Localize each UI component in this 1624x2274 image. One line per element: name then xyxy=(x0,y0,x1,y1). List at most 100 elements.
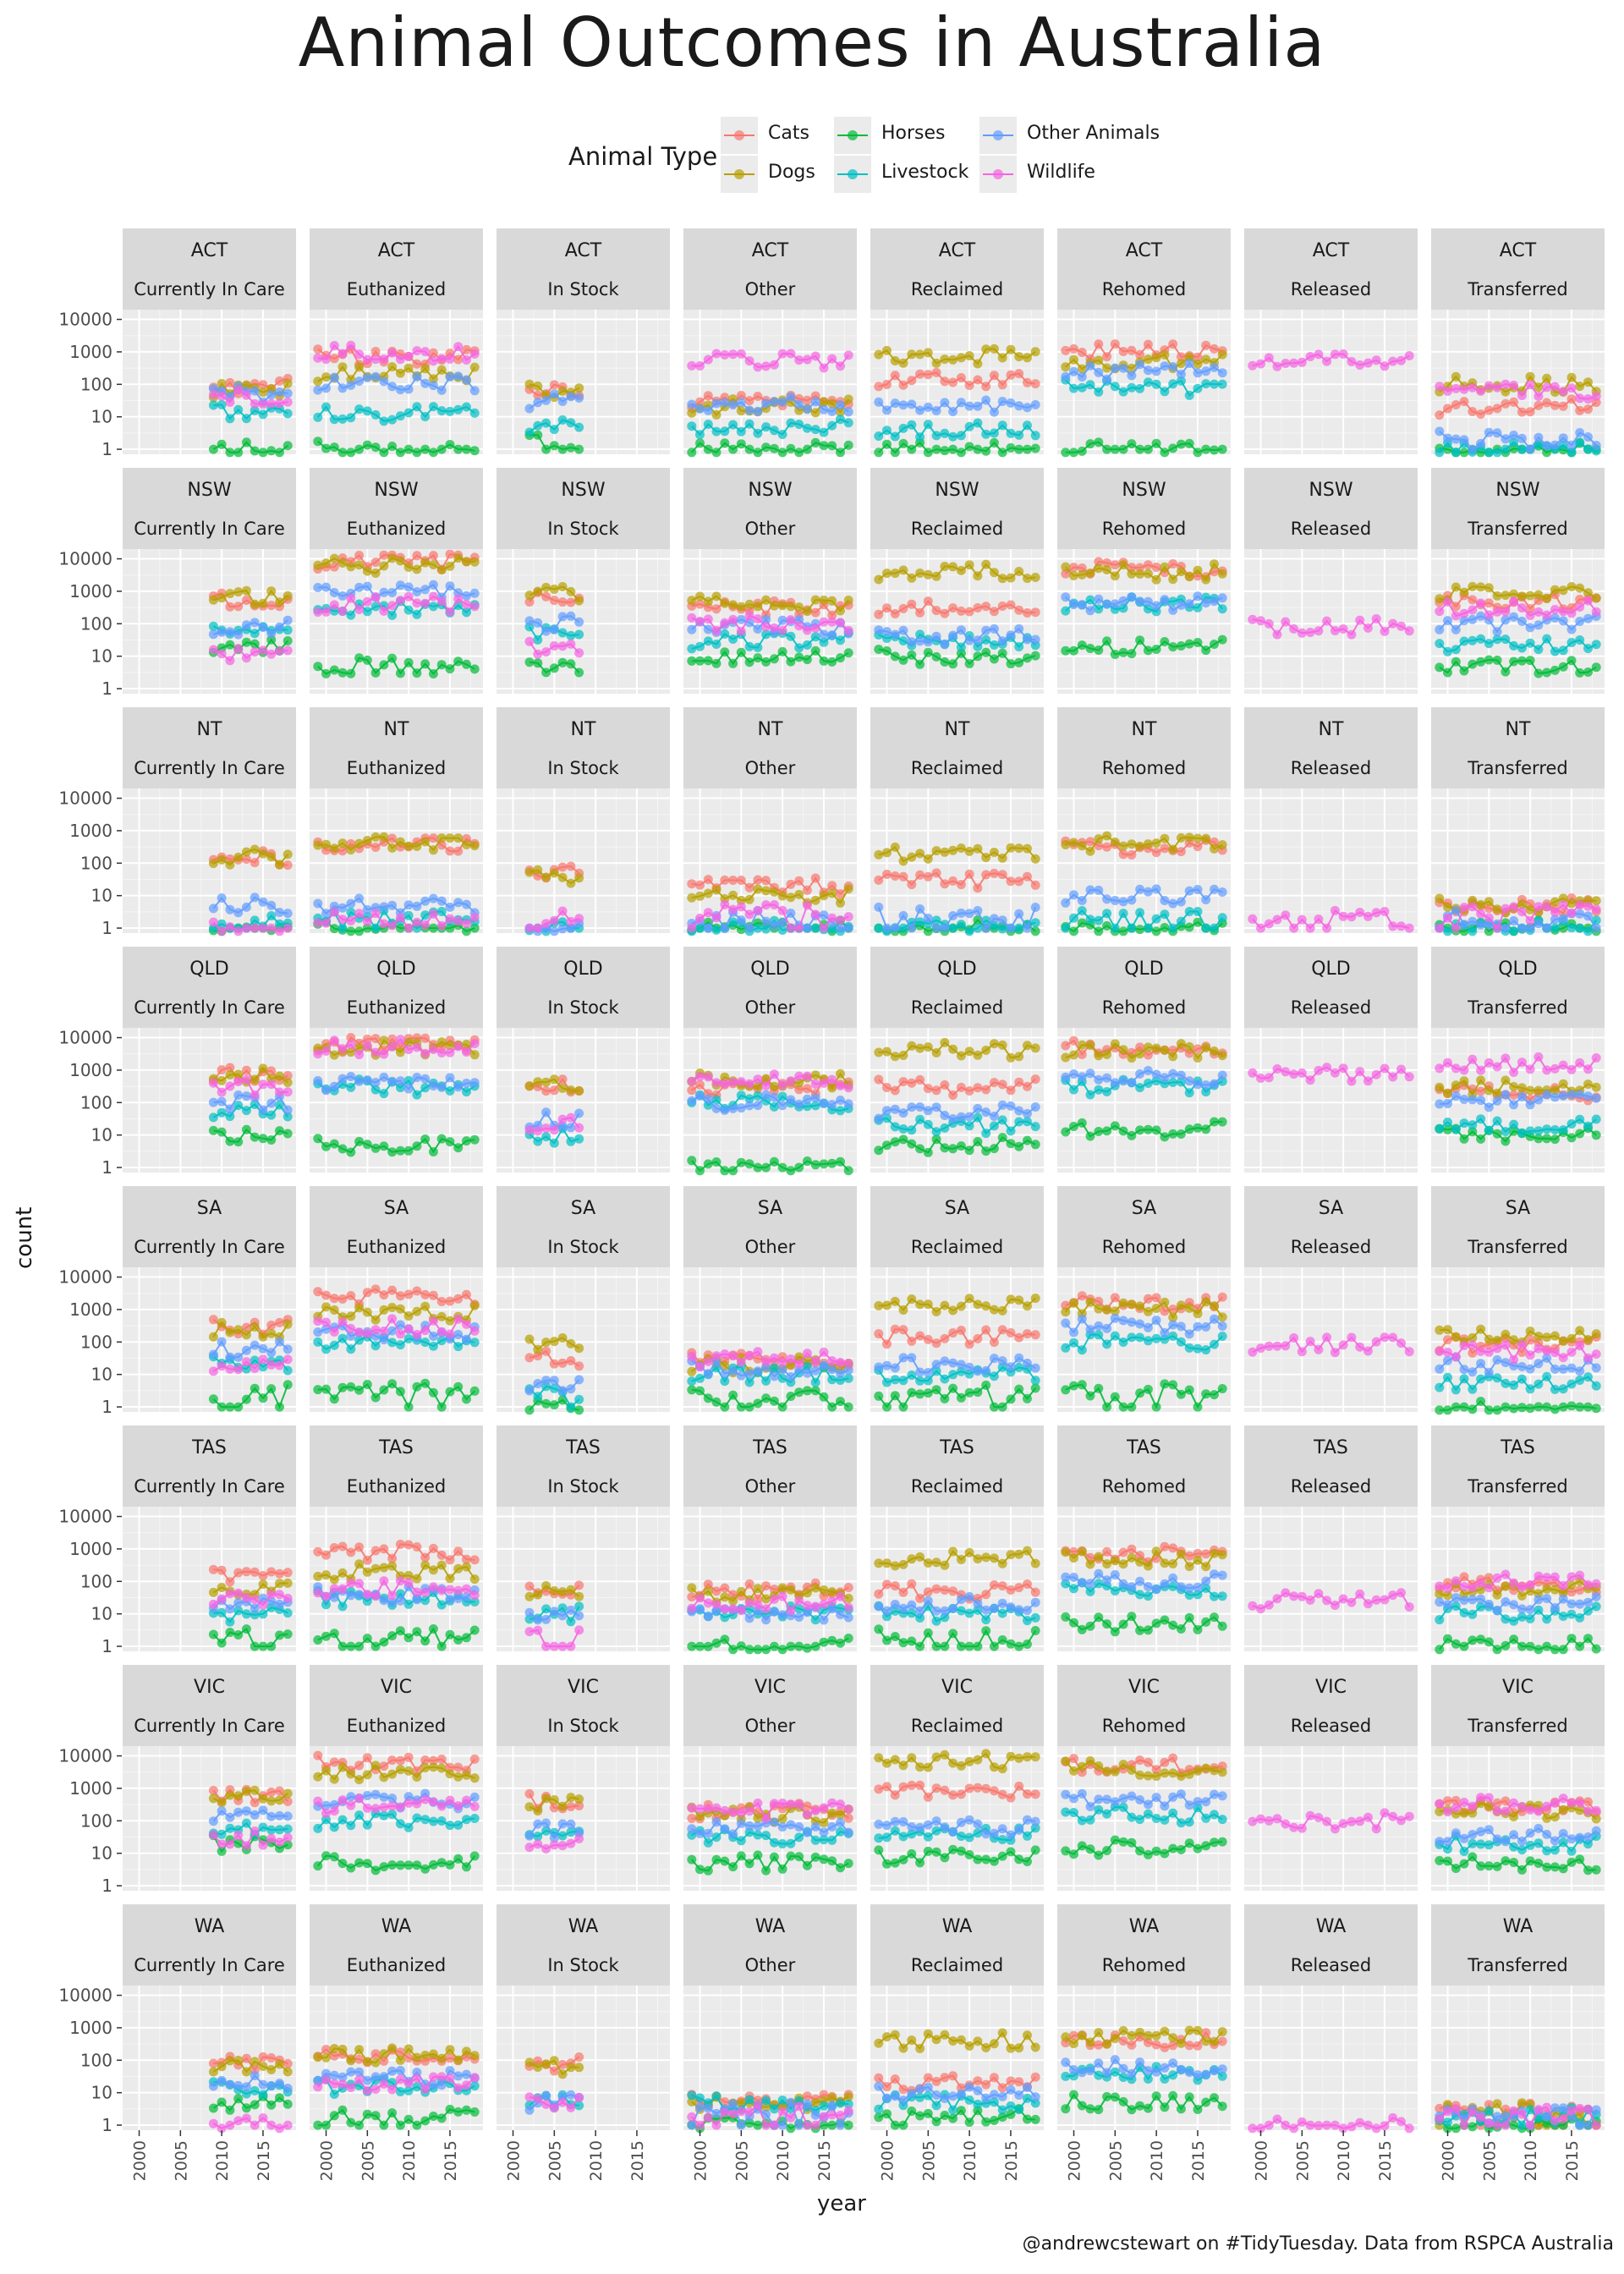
series-wildlife xyxy=(1435,596,1601,621)
data-point-dogs xyxy=(524,590,535,601)
data-point-horses xyxy=(1550,665,1560,675)
data-point-other-animals xyxy=(1435,624,1445,634)
data-point-dogs xyxy=(810,1070,820,1080)
data-point-wildlife xyxy=(1289,923,1299,933)
data-point-dogs xyxy=(761,886,771,896)
facet-strip-outcome: Euthanized xyxy=(347,1237,446,1257)
facet-strip-region: QLD xyxy=(376,958,416,980)
data-point-livestock xyxy=(370,1341,381,1351)
data-point-livestock xyxy=(1201,1345,1211,1355)
data-point-wildlife xyxy=(1468,382,1478,393)
data-point-horses xyxy=(387,653,398,663)
data-point-dogs xyxy=(574,873,584,883)
data-point-horses xyxy=(1575,667,1585,678)
data-point-livestock xyxy=(940,1123,950,1133)
y-tick-label: 1 xyxy=(102,1397,112,1417)
series-line-dogs xyxy=(213,589,288,606)
data-point-cats xyxy=(346,1291,356,1300)
data-point-horses xyxy=(736,1402,746,1412)
data-point-wildlife xyxy=(695,361,705,371)
data-point-other-animals xyxy=(898,1353,908,1363)
data-point-horses xyxy=(329,1139,339,1149)
data-point-wildlife xyxy=(541,647,551,657)
data-point-wildlife xyxy=(469,1326,480,1336)
data-point-dogs xyxy=(769,601,779,611)
data-point-horses xyxy=(1014,444,1024,454)
data-point-livestock xyxy=(1210,1339,1219,1349)
data-point-other-animals xyxy=(395,385,405,395)
data-point-other-animals xyxy=(753,624,763,634)
data-point-other-animals xyxy=(802,1368,812,1378)
data-point-livestock xyxy=(940,428,950,438)
data-point-horses xyxy=(1443,667,1452,678)
data-point-cats xyxy=(744,882,754,893)
data-point-other-animals xyxy=(1525,923,1535,933)
data-point-wildlife xyxy=(362,596,372,607)
data-point-other-animals xyxy=(907,1353,917,1363)
data-point-livestock xyxy=(843,1373,853,1383)
data-point-other-animals xyxy=(1094,1321,1104,1331)
data-point-livestock xyxy=(915,917,925,927)
data-point-horses xyxy=(997,648,1007,658)
data-point-cats xyxy=(549,1359,559,1369)
data-point-other-animals xyxy=(711,1103,721,1113)
data-point-dogs xyxy=(403,1311,414,1321)
data-point-other-animals xyxy=(233,908,244,918)
data-point-dogs xyxy=(1094,1304,1104,1314)
data-point-wildlife xyxy=(1272,915,1282,925)
data-point-wildlife xyxy=(346,1040,356,1050)
data-point-wildlife xyxy=(329,600,339,610)
data-point-other-animals xyxy=(1069,1069,1078,1079)
data-point-livestock xyxy=(225,1112,235,1122)
data-point-horses xyxy=(266,1384,277,1394)
data-point-horses xyxy=(241,1624,251,1634)
data-point-cats xyxy=(923,871,933,882)
data-point-wildlife xyxy=(275,1360,284,1370)
facet-strip-region: ACT xyxy=(939,240,976,261)
data-point-dogs xyxy=(827,888,837,898)
data-point-horses xyxy=(412,1381,422,1392)
data-point-other-animals xyxy=(379,1596,389,1606)
data-point-cats xyxy=(890,1085,900,1096)
data-point-dogs xyxy=(225,1070,235,1079)
data-point-livestock xyxy=(761,1376,771,1386)
data-point-dogs xyxy=(1077,841,1087,851)
data-point-livestock xyxy=(217,1107,227,1118)
data-point-other-animals xyxy=(217,893,227,903)
data-point-cats xyxy=(1069,563,1078,573)
data-point-horses xyxy=(412,1141,422,1151)
data-point-livestock xyxy=(711,925,721,935)
data-point-other-animals xyxy=(225,1604,235,1614)
data-point-wildlife xyxy=(1330,1068,1340,1078)
data-point-cats xyxy=(208,1315,218,1325)
data-point-horses xyxy=(379,660,389,670)
data-point-wildlife xyxy=(769,900,779,909)
data-point-horses xyxy=(703,656,713,666)
data-point-livestock xyxy=(1575,437,1585,448)
data-point-horses xyxy=(370,667,381,678)
data-point-other-animals xyxy=(882,1106,892,1116)
data-point-wildlife xyxy=(1591,904,1601,915)
data-point-cats xyxy=(225,1063,235,1073)
data-point-wildlife xyxy=(1575,900,1585,910)
data-point-wildlife xyxy=(1517,907,1527,917)
data-point-horses xyxy=(956,448,966,458)
data-point-wildlife xyxy=(354,1327,365,1337)
data-point-horses xyxy=(744,657,754,667)
series-dogs xyxy=(874,842,1040,866)
data-point-other-animals xyxy=(557,1386,568,1396)
data-point-cats xyxy=(1006,370,1016,380)
data-point-cats xyxy=(557,1074,568,1085)
data-point-other-animals xyxy=(997,397,1007,406)
data-point-horses xyxy=(720,438,730,448)
facet-strip-outcome: Released xyxy=(1291,758,1371,778)
series-wildlife xyxy=(1248,905,1414,933)
data-point-dogs xyxy=(956,565,966,575)
y-tick-label: 10 xyxy=(91,1365,112,1385)
data-point-cats xyxy=(948,1328,958,1338)
data-point-wildlife xyxy=(469,1590,480,1601)
data-point-dogs xyxy=(1014,1295,1024,1305)
data-point-cats xyxy=(802,885,812,895)
data-point-other-animals xyxy=(362,372,372,382)
